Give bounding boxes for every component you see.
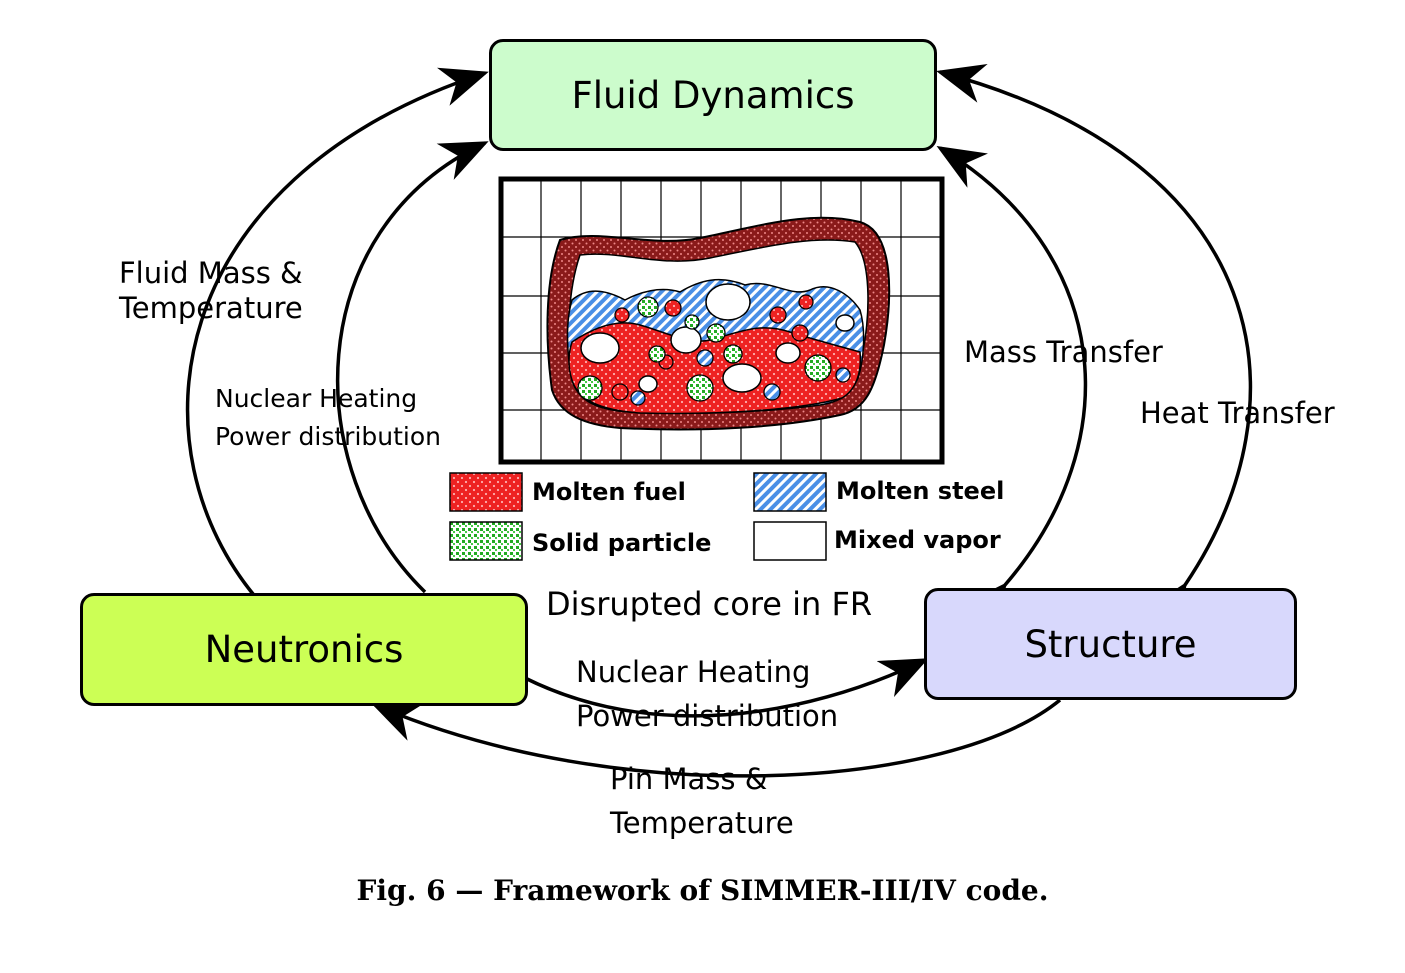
label-mass-transfer: Mass Transfer — [964, 335, 1163, 369]
structure-box: Structure — [924, 588, 1297, 700]
arrow-neutronics-to-fluid — [335, 141, 489, 594]
legend-swatch-molten-steel — [753, 472, 827, 512]
legend-swatch-mixed-vapor — [753, 521, 827, 561]
neutronics-box: Neutronics — [80, 593, 528, 706]
label-nuclear-heating-bottom: Nuclear Heating Power distribution — [576, 655, 839, 733]
arrow-heat-transfer — [936, 64, 1253, 633]
disrupted-core-grid — [498, 176, 945, 465]
arrow-neutronics-to-structure — [524, 658, 929, 718]
label-pin-mass-temperature: Pin Mass & Temperature — [610, 762, 794, 840]
arrow-fluid-to-neutronics — [185, 67, 489, 647]
label-disrupted-core: Disrupted core in FR — [546, 585, 873, 623]
legend-label-molten-fuel: Molten fuel — [532, 478, 686, 506]
arrow-structure-to-neutronics — [371, 698, 1062, 778]
legend-swatch-molten-fuel — [449, 472, 523, 512]
legend-label-molten-steel: Molten steel — [836, 477, 1005, 505]
legend-swatch-solid-particle — [449, 521, 523, 561]
fluid-dynamics-box: Fluid Dynamics — [489, 39, 937, 151]
label-heat-transfer: Heat Transfer — [1140, 396, 1335, 430]
label-fluid-mass-temperature: Fluid Mass & Temperature — [119, 256, 303, 325]
legend-label-solid-particle: Solid particle — [532, 529, 712, 557]
arrow-group — [185, 64, 1253, 778]
figure-caption: Fig. 6 — Framework of SIMMER-III/IV code… — [356, 874, 1049, 907]
label-nuclear-heating-left: Nuclear Heating Power distribution — [215, 384, 442, 451]
legend-label-mixed-vapor: Mixed vapor — [834, 526, 1001, 554]
